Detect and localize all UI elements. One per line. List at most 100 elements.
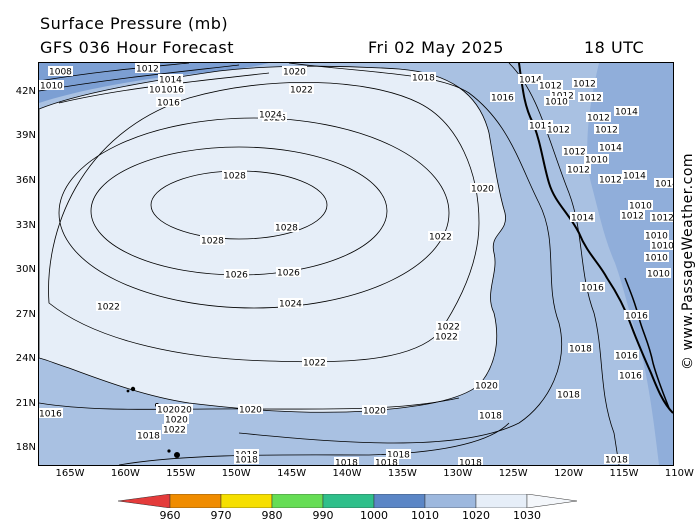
isobar-label-bg: [614, 106, 639, 116]
colorbar-segment: [424, 494, 477, 508]
isobar-label-bg: [136, 430, 161, 440]
isobar-label: 1012: [595, 126, 618, 136]
isobar-labels: 1028102810281026102610261024102410221022…: [39, 63, 673, 465]
isobar-label: 1022: [429, 233, 452, 243]
isobar-label: 1014: [655, 180, 673, 190]
isobar-label-bg: [276, 267, 301, 277]
isobar-label: 1018: [387, 451, 410, 461]
colorbar-segment: [373, 494, 426, 508]
isobar-label-bg: [528, 120, 553, 130]
pressure-colorbar: [118, 494, 578, 508]
isobar-label-bg: [490, 92, 515, 102]
isobar-label: 1018: [459, 459, 482, 466]
isobar-label-bg: [572, 78, 597, 88]
isobar-label: 1018: [335, 459, 358, 466]
isobar-label-bg: [562, 146, 587, 156]
colorbar-label: 980: [261, 509, 283, 522]
isobar-label-bg: [39, 408, 63, 418]
isobar-label-bg: [618, 370, 643, 380]
isobar-label: 1012: [573, 80, 596, 90]
isobar-label-bg: [650, 212, 673, 222]
colorbar-max-arrow: [526, 494, 578, 508]
isobar-label: 1020: [475, 382, 498, 392]
isobar-label: 1020: [165, 416, 188, 426]
isobar-label: 1014: [529, 122, 552, 132]
model-run-label: GFS 036 Hour Forecast: [40, 38, 235, 57]
isobar-label: 1014: [519, 76, 542, 86]
isobar-label-bg: [386, 449, 411, 459]
isobar-label: 1022: [437, 323, 460, 333]
lon-tick-label: 135W: [387, 468, 417, 479]
lon-tick-label: 120W: [554, 468, 584, 479]
isobar-label: 1012: [651, 214, 673, 224]
lon-tick-label: 165W: [55, 468, 85, 479]
lat-tick-label: 33N: [15, 220, 36, 231]
isobar-label: 1016: [625, 312, 648, 322]
colorbar-segment: [271, 494, 324, 508]
isobar-label-bg: [598, 142, 623, 152]
isobar-label: 1016: [39, 410, 62, 420]
isobar-label: 1020: [471, 185, 494, 195]
isobar-label-bg: [644, 252, 669, 262]
isobar-label: 1010: [645, 232, 668, 242]
isobar-label: 1012: [599, 176, 622, 186]
isobar-label-bg: [282, 66, 307, 76]
isobar-nw-1: [39, 63, 190, 82]
isobar-label: 1014: [615, 108, 638, 118]
isobar-label: 1022: [163, 426, 186, 436]
lat-tick-label: 39N: [15, 130, 36, 141]
isobar-label: 1012: [621, 212, 644, 222]
isobar-label: 1022: [97, 303, 120, 313]
isobar-label-bg: [586, 112, 611, 122]
isobar-1016: [508, 63, 620, 465]
isobar-label: 1018: [137, 432, 160, 442]
isobar-label: 1012: [563, 148, 586, 158]
isobar-label: 1012: [579, 94, 602, 104]
isobar-label-bg: [156, 404, 181, 414]
isobar-label-bg: [614, 350, 639, 360]
isobar-label-bg: [274, 222, 299, 232]
isobar-label-bg: [470, 183, 495, 193]
isobar-label-bg: [650, 240, 673, 250]
forecast-date: Fri 02 May 2025: [368, 38, 504, 57]
isobar-label: 1016: [491, 94, 514, 104]
isobar-label: 1010: [629, 202, 652, 212]
lon-tick-label: 125W: [498, 468, 528, 479]
baja-coast: [624, 277, 670, 409]
lat-tick-label: 27N: [15, 309, 36, 320]
colorbar-label: 1030: [513, 509, 541, 522]
lat-tick-label: 30N: [15, 264, 36, 275]
isobar-nw-2: [39, 64, 240, 92]
isobar-1018: [238, 63, 562, 444]
isobar-label-bg: [164, 414, 189, 424]
isobar-1024: [58, 117, 450, 309]
isobar-label: 1016: [161, 86, 184, 96]
isobar-label: 1014: [623, 172, 646, 182]
lat-tick-label: 24N: [15, 353, 36, 364]
isobar-label: 1008: [49, 68, 72, 78]
isobar-label-bg: [628, 200, 653, 210]
isobar-label-bg: [550, 90, 575, 100]
isobar-1022: [48, 82, 480, 363]
lon-tick-label: 160W: [110, 468, 140, 479]
map-title: Surface Pressure (mb): [40, 14, 229, 33]
watermark: © www.PassageWeather.com: [680, 152, 696, 370]
lon-tick-label: 145W: [277, 468, 307, 479]
isobar-label: 1010: [545, 98, 568, 108]
colorbar-label: 1020: [462, 509, 490, 522]
isobar-label: 1012: [136, 65, 159, 75]
isobar-label: 1018: [569, 345, 592, 355]
isobar-label-bg: [411, 72, 436, 82]
isobar-label-bg: [258, 109, 283, 119]
isobar-label-bg: [160, 84, 185, 94]
isobar-label: 1010: [585, 156, 608, 166]
isobar-label-bg: [654, 178, 673, 188]
isobar-label-bg: [200, 235, 225, 245]
isobar-label: 1014: [159, 76, 182, 86]
isobar-label: 1026: [225, 271, 248, 281]
isobar-label-bg: [474, 380, 499, 390]
lon-tick-label: 110W: [664, 468, 694, 479]
isobar-label-bg: [156, 97, 181, 107]
lat-tick-label: 36N: [15, 175, 36, 186]
isobar-label-bg: [289, 84, 314, 94]
